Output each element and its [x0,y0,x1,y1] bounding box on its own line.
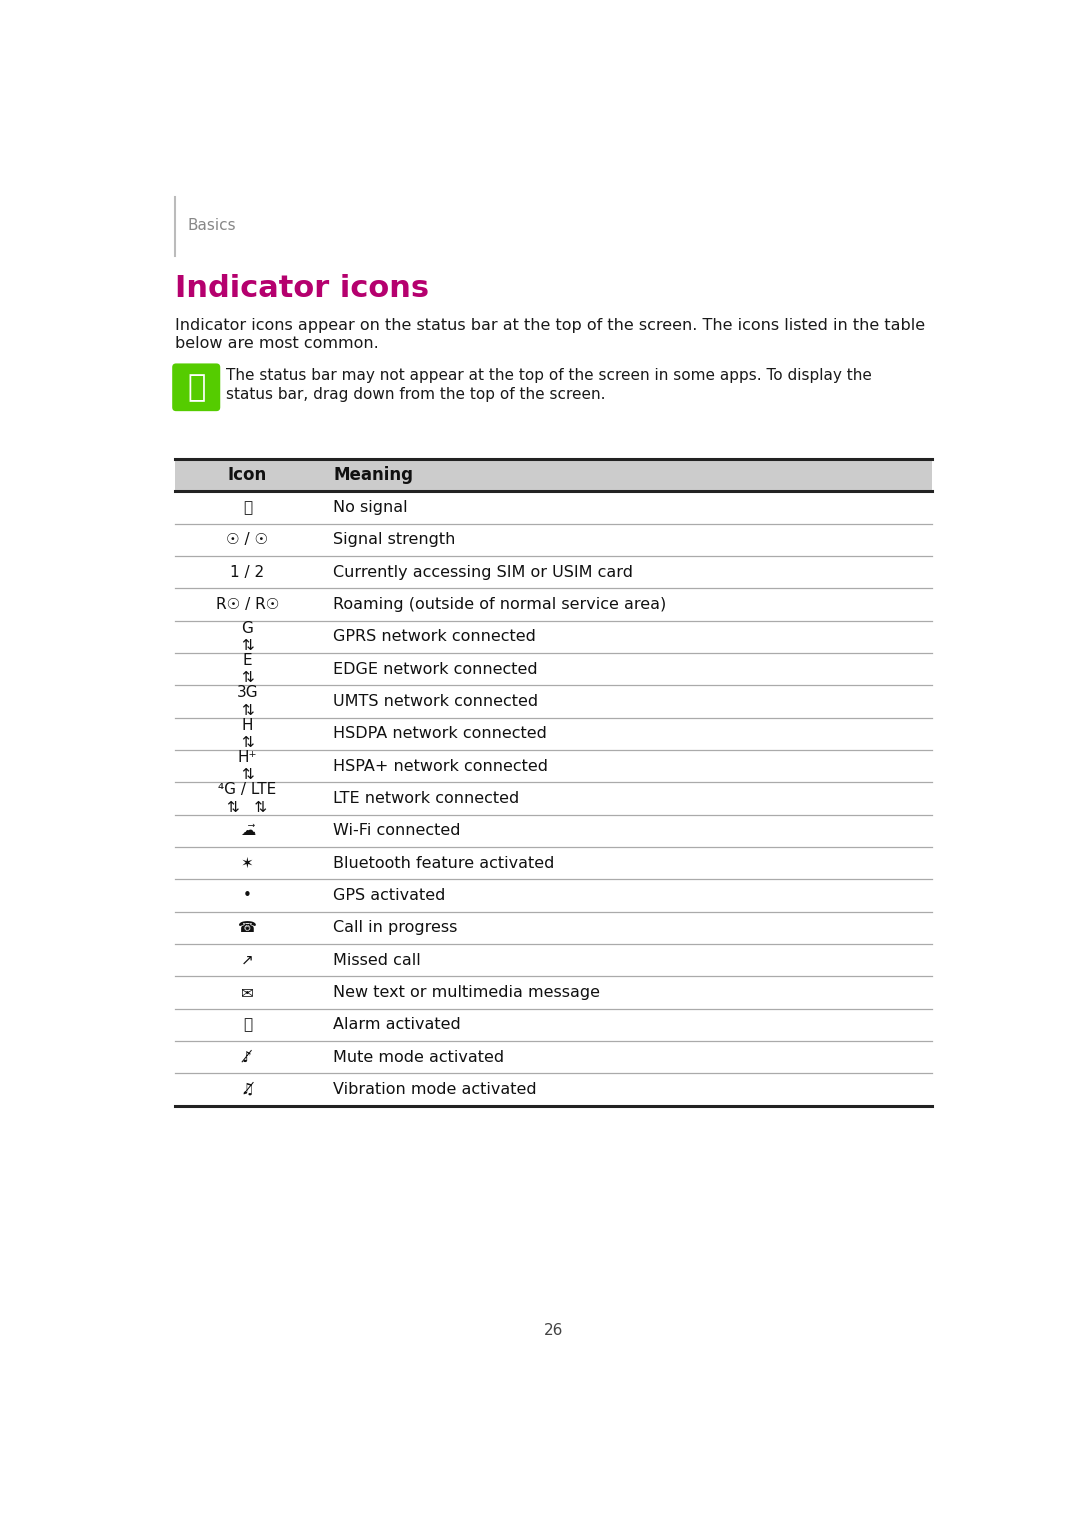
Text: Alarm activated: Alarm activated [334,1017,461,1032]
Bar [175,492,932,524]
Text: ♪̸: ♪̸ [243,1049,253,1064]
Bar [175,460,932,492]
Text: New text or multimedia message: New text or multimedia message [334,985,600,1000]
Text: No signal: No signal [334,499,408,515]
Bar [175,524,932,556]
Text: H⁺
⇅: H⁺ ⇅ [238,750,257,782]
Text: EDGE network connected: EDGE network connected [334,661,538,676]
Bar [175,847,932,880]
Text: below are most common.: below are most common. [175,336,379,351]
Bar [175,1009,932,1041]
Bar [175,976,932,1009]
Bar [175,1073,932,1106]
Text: Indicator icons: Indicator icons [175,275,430,302]
Text: Mute mode activated: Mute mode activated [334,1049,504,1064]
Text: LTE network connected: LTE network connected [334,791,519,806]
Text: ✉: ✉ [241,985,254,1000]
Text: •: • [243,889,252,902]
Text: ♫̸: ♫̸ [241,1083,254,1096]
Text: ↗: ↗ [241,953,254,968]
Bar [175,620,932,654]
Text: Meaning: Meaning [334,466,414,484]
Bar [175,750,932,782]
Bar [175,1041,932,1073]
Text: GPS activated: GPS activated [334,889,446,902]
Bar [175,880,932,912]
Text: Currently accessing SIM or USIM card: Currently accessing SIM or USIM card [334,565,633,580]
Text: HSPA+ network connected: HSPA+ network connected [334,759,549,774]
Text: ⍾: ⍾ [187,373,205,402]
Text: 26: 26 [544,1322,563,1338]
Text: H
⇅: H ⇅ [241,718,254,750]
Text: Icon: Icon [228,466,267,484]
Text: Roaming (outside of normal service area): Roaming (outside of normal service area) [334,597,666,612]
Bar [175,588,932,620]
Text: The status bar may not appear at the top of the screen in some apps. To display : The status bar may not appear at the top… [227,368,873,383]
Text: ⏰: ⏰ [243,1017,252,1032]
Text: ⁴G / LTE
⇅   ⇅: ⁴G / LTE ⇅ ⇅ [218,782,276,815]
Text: UMTS network connected: UMTS network connected [334,693,539,709]
Text: GPRS network connected: GPRS network connected [334,629,537,644]
Bar [175,718,932,750]
Text: Bluetooth feature activated: Bluetooth feature activated [334,855,555,870]
Bar [175,814,932,847]
Text: Signal strength: Signal strength [334,533,456,547]
Text: ✶: ✶ [241,855,254,870]
Text: ☉ / ☉: ☉ / ☉ [227,533,269,547]
Text: Indicator icons appear on the status bar at the top of the screen. The icons lis: Indicator icons appear on the status bar… [175,318,926,333]
Text: G
⇅: G ⇅ [241,620,254,654]
Text: R☉ / R☉: R☉ / R☉ [216,597,279,612]
Bar [175,782,932,814]
Text: E
⇅: E ⇅ [241,654,254,686]
Text: ☎: ☎ [238,921,257,936]
Text: status bar, drag down from the top of the screen.: status bar, drag down from the top of th… [227,386,606,402]
Text: ☁⃗: ☁⃗ [240,823,255,838]
Text: 1 / 2: 1 / 2 [230,565,265,580]
Bar [175,912,932,944]
Bar [175,686,932,718]
Text: Vibration mode activated: Vibration mode activated [334,1083,537,1096]
Text: Wi-Fi connected: Wi-Fi connected [334,823,461,838]
Bar [175,654,932,686]
Text: HSDPA network connected: HSDPA network connected [334,727,548,741]
Text: Missed call: Missed call [334,953,421,968]
Text: Call in progress: Call in progress [334,921,458,936]
Text: ⃠: ⃠ [243,499,252,515]
Bar [175,556,932,588]
Bar [175,944,932,976]
Text: 3G
⇅: 3G ⇅ [237,686,258,718]
Text: Basics: Basics [188,218,237,234]
FancyBboxPatch shape [172,363,220,411]
